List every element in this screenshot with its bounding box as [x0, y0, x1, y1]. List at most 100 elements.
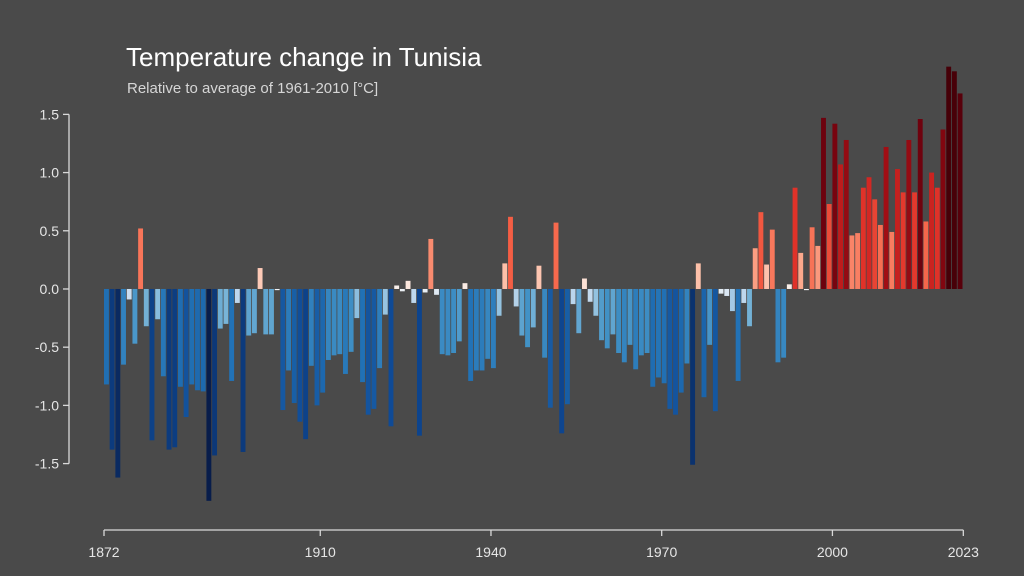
bar-1905	[291, 288, 297, 404]
bar-1917	[360, 288, 365, 383]
bar-1966	[638, 288, 644, 356]
bar-1963	[621, 288, 627, 363]
bar-2003	[849, 235, 855, 289]
bar-1923	[394, 285, 400, 289]
bar-1979	[712, 288, 718, 412]
bar-1931	[439, 288, 445, 355]
bar-1914	[343, 288, 348, 374]
bar-1952	[559, 288, 565, 434]
bar-1926	[411, 288, 417, 303]
bar-1936	[468, 288, 474, 381]
bar-2015	[917, 119, 923, 289]
bar-1901	[269, 288, 274, 335]
bar-1982	[729, 288, 735, 312]
bar-2006	[866, 177, 872, 289]
bar-1932	[445, 288, 451, 356]
bar-1962	[616, 288, 622, 353]
bar-1964	[627, 288, 633, 345]
bar-1899	[257, 268, 263, 289]
bar-1929	[428, 238, 434, 289]
x-tick-label: 2023	[948, 544, 979, 560]
bar-1957	[587, 288, 593, 302]
bar-1972	[673, 288, 678, 415]
bar-1937	[473, 288, 479, 371]
bar-1897	[246, 288, 252, 336]
bar-1887	[189, 288, 195, 385]
y-tick-label: -0.5	[35, 339, 59, 355]
bar-1981	[724, 288, 730, 296]
bar-1933	[451, 288, 457, 353]
bar-2005	[860, 187, 866, 289]
bar-1902	[274, 288, 280, 291]
bar-2008	[877, 224, 883, 289]
x-tick-label: 2000	[817, 544, 848, 560]
bar-1879	[143, 288, 149, 327]
bar-2018	[934, 187, 940, 289]
bar-1882	[160, 288, 166, 377]
bar-1987	[758, 212, 764, 289]
bar-1944	[513, 288, 519, 307]
bar-1941	[496, 288, 502, 316]
bar-1945	[519, 288, 525, 336]
x-tick-label: 1940	[475, 544, 506, 560]
bar-1955	[576, 288, 582, 334]
bar-1984	[741, 288, 747, 303]
bar-1960	[604, 288, 610, 349]
bar-1997	[815, 245, 821, 289]
y-tick-label: 1.5	[40, 106, 60, 122]
bar-1911	[325, 288, 331, 360]
bar-1973	[678, 288, 684, 393]
bar-1967	[644, 288, 650, 353]
bar-1978	[707, 288, 713, 345]
bar-1995	[803, 288, 809, 291]
bar-1916	[354, 288, 360, 319]
bar-1918	[365, 288, 371, 415]
bar-1886	[183, 288, 189, 418]
bar-1965	[633, 288, 639, 370]
bar-1992	[786, 284, 792, 289]
bar-1949	[542, 288, 548, 358]
bar-1977	[701, 288, 707, 398]
bar-1994	[798, 252, 804, 289]
bar-1993	[792, 187, 798, 289]
bar-1943	[508, 216, 513, 289]
bar-2000	[832, 123, 838, 289]
bar-1951	[553, 222, 559, 289]
bar-1893	[223, 288, 229, 324]
bar-1912	[331, 288, 337, 356]
bar-2012	[900, 192, 906, 289]
bar-1915	[348, 288, 354, 352]
chart-title: Temperature change in Tunisia	[126, 42, 482, 72]
bar-1904	[286, 288, 291, 371]
bar-1974	[684, 288, 690, 364]
bar-1875	[121, 288, 126, 365]
bar-1980	[718, 288, 724, 294]
bar-1900	[263, 288, 269, 335]
bar-1940	[490, 288, 496, 369]
bar-1909	[314, 288, 320, 406]
bar-1921	[382, 288, 388, 315]
bar-1998	[821, 117, 826, 289]
bar-1934	[456, 288, 462, 342]
bar-1876	[126, 288, 132, 300]
bar-2014	[912, 192, 917, 289]
bar-2022	[957, 93, 963, 289]
bar-1985	[747, 288, 752, 327]
bar-1895	[234, 288, 240, 303]
bar-1969	[656, 288, 661, 378]
bar-1954	[570, 288, 576, 305]
bar-1950	[547, 288, 553, 408]
bar-1889	[200, 288, 206, 392]
bar-2002	[843, 139, 849, 289]
y-tick-label: 0.0	[40, 281, 60, 297]
bar-1942	[502, 263, 508, 289]
bar-2007	[872, 199, 878, 289]
bar-1935	[462, 283, 468, 289]
bar-1903	[280, 288, 286, 411]
bar-2010	[889, 231, 895, 289]
bar-1953	[564, 288, 570, 405]
y-axis: -1.5 -1.0 -0.5 0.0 0.5 1.0 1.5	[35, 106, 70, 472]
bar-1906	[297, 288, 303, 422]
bar-1898	[251, 288, 257, 334]
bar-1920	[377, 288, 383, 369]
